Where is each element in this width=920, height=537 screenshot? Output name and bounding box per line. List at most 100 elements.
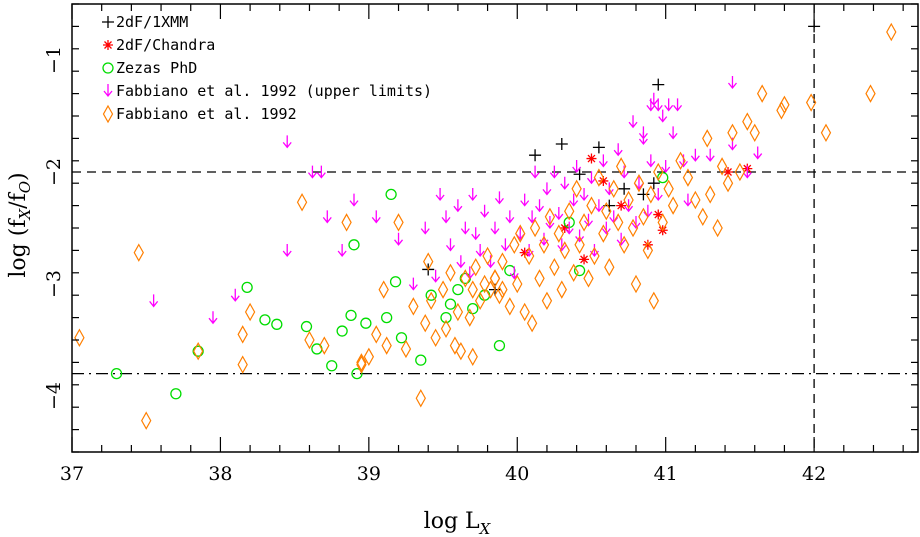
data-point <box>652 78 665 91</box>
data-point <box>653 188 663 202</box>
legend: 2dF/1XMM 2dF/Chandra Zezas PhD Fabbiano et … <box>102 13 432 124</box>
data-point <box>545 216 555 230</box>
data-point <box>479 274 490 294</box>
data-point <box>642 241 654 260</box>
data-point <box>586 196 597 215</box>
data-point <box>452 302 464 322</box>
data-point <box>337 244 347 258</box>
data-point <box>74 328 85 347</box>
data-point <box>653 98 663 112</box>
data-point <box>489 269 501 288</box>
data-point <box>381 336 392 355</box>
data-point <box>530 165 540 179</box>
data-point <box>341 213 352 232</box>
data-point <box>705 185 716 204</box>
data-point <box>573 264 586 277</box>
data-point <box>642 239 653 250</box>
data-point <box>444 298 457 310</box>
data-point <box>282 135 292 149</box>
y-tick-label: −3 <box>43 270 65 298</box>
data-point <box>690 190 701 210</box>
data-point <box>627 218 639 238</box>
data-point <box>455 341 467 361</box>
data-point <box>509 266 519 280</box>
data-point <box>749 123 760 143</box>
data-point <box>690 148 700 162</box>
data-point <box>601 201 612 221</box>
data-point <box>579 188 589 202</box>
data-point <box>244 302 256 322</box>
data-point <box>645 185 657 204</box>
data-point <box>559 223 570 233</box>
data-point <box>237 355 248 374</box>
series-4 <box>74 22 897 430</box>
data-point <box>504 297 516 316</box>
data-point <box>485 280 496 299</box>
data-point <box>549 257 560 277</box>
data-point <box>371 210 381 224</box>
data-point <box>389 276 402 288</box>
data-point <box>633 173 645 193</box>
x-tick-label: 37 <box>60 463 84 485</box>
data-point <box>385 188 397 201</box>
data-point <box>571 179 582 199</box>
legend-marker <box>102 16 114 28</box>
data-point <box>208 311 218 325</box>
data-point <box>356 353 367 372</box>
data-point <box>420 313 431 333</box>
data-point <box>554 207 564 221</box>
data-point <box>415 354 427 366</box>
data-point <box>526 313 538 333</box>
data-point <box>705 148 715 162</box>
data-point <box>529 218 541 238</box>
data-point <box>776 101 787 120</box>
data-point <box>598 224 609 243</box>
data-point <box>586 153 597 164</box>
data-point <box>578 213 590 232</box>
data-point <box>304 330 315 350</box>
data-point <box>658 109 668 123</box>
data-point <box>646 154 656 168</box>
data-point <box>653 162 664 182</box>
data-point <box>509 235 520 255</box>
y-axis-label-pre: log (f <box>6 218 31 278</box>
data-point <box>542 182 552 196</box>
data-point <box>316 165 326 179</box>
data-point <box>445 263 456 283</box>
reference-lines <box>72 4 918 452</box>
data-point <box>471 227 481 241</box>
data-point <box>712 218 723 238</box>
data-point <box>336 325 348 337</box>
data-point <box>723 167 734 177</box>
data-point <box>420 221 430 235</box>
data-point <box>425 291 437 311</box>
data-point <box>608 179 619 199</box>
x-tick-label: 41 <box>654 463 678 485</box>
data-point <box>459 272 471 285</box>
data-point <box>722 173 734 193</box>
data-point <box>574 235 585 255</box>
data-point <box>431 269 441 283</box>
data-point <box>753 146 763 160</box>
data-point <box>322 210 332 224</box>
data-point <box>653 209 664 220</box>
data-point <box>618 182 631 195</box>
data-point <box>572 160 582 174</box>
data-point <box>668 126 678 140</box>
legend-marker <box>103 84 113 98</box>
legend-marker <box>102 62 114 74</box>
data-point <box>638 207 649 227</box>
data-point <box>504 264 516 277</box>
x-axis-label-main: log L <box>424 509 480 534</box>
series-3 <box>149 76 763 325</box>
data-point <box>512 274 523 294</box>
data-point <box>734 162 746 182</box>
data-point <box>475 244 485 258</box>
y-tick-label: −1 <box>43 46 65 74</box>
data-point <box>564 201 575 221</box>
data-point <box>363 347 375 367</box>
data-point <box>415 389 426 408</box>
data-point <box>497 280 508 299</box>
data-point <box>697 207 708 227</box>
